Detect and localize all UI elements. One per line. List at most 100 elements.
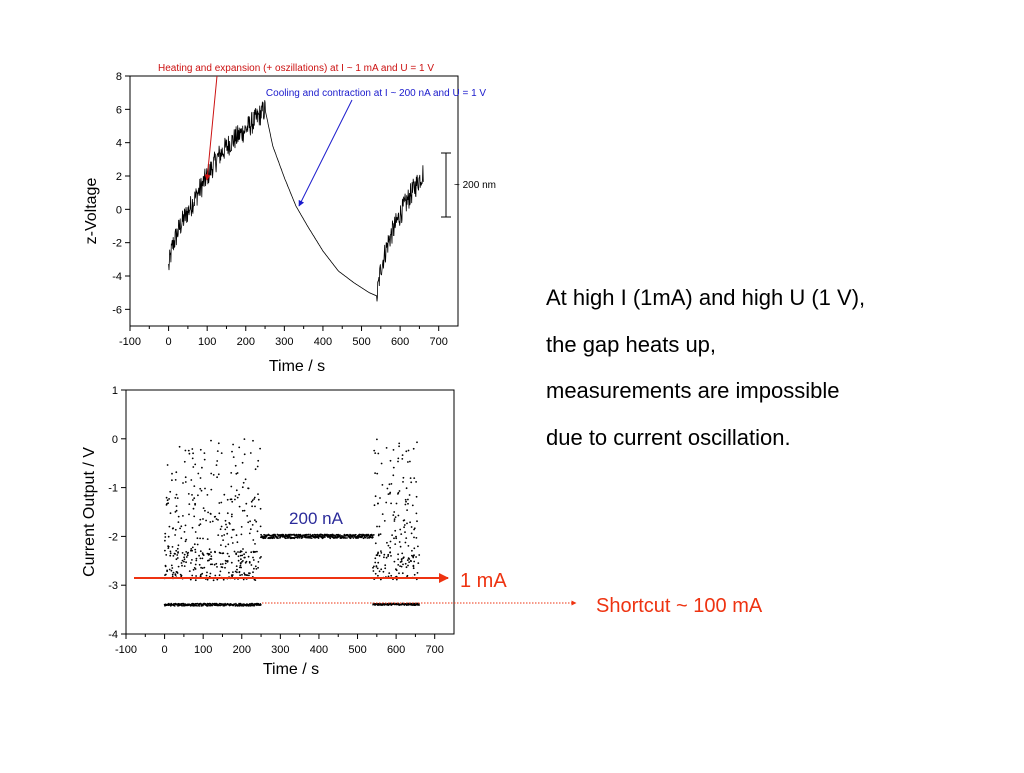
oscillation-point	[407, 564, 409, 567]
oscillation-point	[194, 531, 197, 533]
oscillation-point	[164, 565, 167, 568]
oscillation-point	[170, 569, 173, 572]
oscillation-point	[188, 570, 191, 572]
shortcut-point	[240, 602, 242, 605]
oscillation-point	[219, 563, 222, 566]
y-tick-label: 8	[116, 71, 122, 83]
oscillation-point	[233, 550, 236, 553]
oscillation-point	[259, 525, 262, 528]
oscillation-point	[180, 525, 183, 528]
oscillation-point	[253, 496, 256, 499]
oscillation-point	[259, 447, 261, 450]
oscillation-point	[190, 562, 192, 564]
oscillation-point	[220, 452, 223, 454]
oscillation-point	[175, 505, 178, 507]
oscillation-point	[393, 518, 396, 520]
oscillation-point	[403, 519, 406, 521]
oscillation-point	[404, 541, 407, 544]
oscillation-point	[164, 539, 166, 542]
oscillation-point	[399, 565, 401, 567]
oscillation-point	[252, 539, 255, 541]
oscillation-point	[196, 543, 199, 546]
oscillation-point	[236, 568, 238, 571]
body-line: measurements are impossible	[546, 378, 840, 403]
oscillation-point	[415, 556, 417, 558]
oscillation-point	[231, 513, 233, 516]
oscillation-point	[244, 478, 247, 481]
oscillation-point	[215, 562, 218, 565]
oscillation-point	[221, 535, 223, 537]
oscillation-point	[199, 487, 202, 490]
oscillation-point	[259, 507, 262, 510]
oscillation-point	[217, 534, 220, 536]
y-tick-label: -2	[108, 531, 118, 543]
stable-200na-point	[309, 533, 311, 536]
oscillation-point	[415, 495, 418, 498]
oscillation-point	[385, 447, 388, 449]
x-tick-label: 600	[391, 336, 409, 348]
oscillation-point	[392, 514, 395, 516]
oscillation-point	[394, 529, 397, 532]
oscillation-point	[384, 567, 387, 570]
stable-200na-point	[296, 534, 298, 537]
oscillation-point	[226, 532, 229, 535]
x-tick-label: 200	[233, 644, 251, 656]
y-tick-label: -4	[112, 271, 122, 283]
oscillation-point	[250, 551, 253, 554]
oscillation-point	[388, 483, 391, 486]
oscillation-point	[234, 495, 237, 497]
y-tick-label: 6	[116, 104, 122, 116]
oscillation-point	[198, 563, 201, 566]
oscillation-point	[241, 573, 243, 576]
oscillation-point	[224, 566, 226, 569]
shortcut-point	[407, 604, 410, 606]
oscillation-point	[242, 481, 245, 484]
oscillation-point	[413, 528, 415, 531]
oscillation-point	[257, 566, 259, 569]
oscillation-point	[254, 468, 257, 471]
oscillation-point	[410, 526, 413, 528]
oscillation-point	[413, 573, 416, 576]
oscillation-point	[387, 493, 390, 495]
oscillation-point	[240, 526, 243, 528]
oscillation-point	[407, 502, 409, 505]
oscillation-point	[254, 505, 256, 508]
oscillation-point	[238, 566, 241, 569]
oscillation-point	[194, 579, 197, 582]
oscillation-point	[409, 477, 412, 479]
oscillation-point	[395, 537, 398, 540]
oscillation-point	[398, 541, 401, 543]
stable-200na-point	[339, 534, 341, 536]
oscillation-point	[192, 466, 195, 468]
oscillation-point	[402, 476, 405, 479]
stable-200na-point	[364, 536, 367, 539]
oscillation-point	[405, 566, 408, 569]
oscillation-point	[407, 545, 410, 547]
oscillation-point	[245, 551, 247, 554]
oscillation-point	[238, 571, 241, 573]
oscillation-point	[222, 578, 225, 581]
oscillation-point	[217, 519, 219, 521]
oscillation-point	[254, 519, 256, 521]
oscillation-point	[254, 543, 256, 545]
x-tick-label: 100	[194, 644, 212, 656]
oscillation-point	[387, 544, 390, 547]
oscillation-point	[390, 483, 393, 485]
oscillation-point	[177, 521, 180, 523]
oscillation-point	[397, 457, 400, 460]
oscillation-point	[405, 487, 408, 490]
oscillation-point	[408, 494, 411, 496]
oscillation-point	[210, 555, 213, 558]
oscillation-point	[257, 493, 259, 495]
oscillation-point	[229, 523, 231, 525]
oscillation-point	[212, 579, 215, 582]
oscillation-point	[176, 554, 179, 556]
oscillation-point	[232, 456, 235, 458]
oscillation-point	[257, 459, 260, 462]
oscillation-point	[210, 472, 213, 475]
oscillation-point	[386, 541, 388, 544]
oscillation-point	[171, 546, 174, 548]
oscillation-point	[215, 518, 218, 520]
oscillation-point	[228, 555, 231, 558]
oscillation-point	[182, 515, 184, 517]
